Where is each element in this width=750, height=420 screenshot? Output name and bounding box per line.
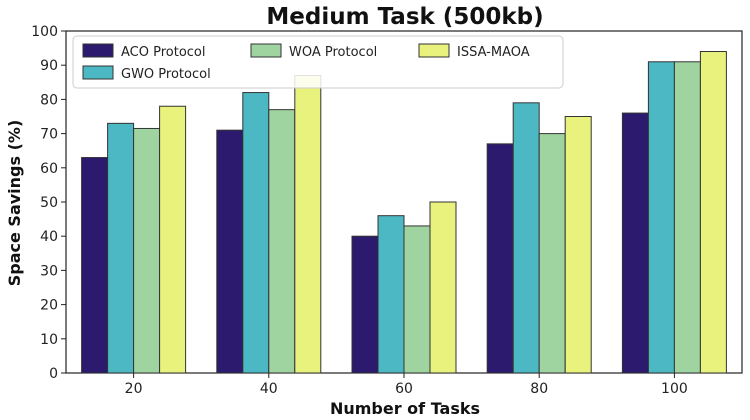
y-tick-label: 90 (40, 58, 58, 74)
x-tick-label: 100 (661, 381, 688, 397)
x-tick-label: 60 (395, 381, 413, 397)
legend-entry: GWO Protocol (121, 67, 211, 82)
x-axis-label: Number of Tasks (330, 399, 480, 418)
y-tick-label: 60 (40, 161, 58, 177)
y-tick-label: 30 (40, 263, 58, 279)
y-tick-label: 20 (40, 298, 58, 314)
bar (133, 127, 161, 374)
legend-entry: ACO Protocol (121, 45, 206, 60)
y-tick-label: 50 (40, 195, 58, 211)
bar (351, 235, 379, 374)
y-tick-label: 10 (40, 332, 58, 348)
bar (486, 143, 514, 374)
y-tick-label: 0 (49, 366, 58, 382)
bar (377, 215, 405, 374)
y-tick-label: 100 (31, 24, 58, 40)
bar (159, 105, 187, 374)
x-tick-label: 40 (260, 381, 278, 397)
bar (268, 109, 296, 374)
chart-title: Medium Task (500kb) (266, 4, 543, 30)
legend-entry: WOA Protocol (289, 45, 377, 60)
y-axis-label: Space Savings (%) (5, 120, 24, 287)
bar (538, 133, 566, 374)
plot-area: 0 10 20 30 40 50 60 70 80 90 100 20 40 60 80 100 (31, 24, 743, 397)
bar (107, 122, 135, 374)
bar (699, 51, 727, 374)
legend-swatch (250, 43, 282, 58)
bar (621, 112, 649, 374)
legend-swatch (82, 65, 114, 80)
bar (81, 157, 109, 374)
bar (429, 201, 457, 374)
legend-entry: ISSA-MAOA (457, 45, 530, 60)
legend: ACO Protocol GWO Protocol WOA Protocol ISSA… (72, 35, 564, 89)
x-tick-label: 20 (125, 381, 143, 397)
y-tick-label: 40 (40, 229, 58, 245)
bar (564, 116, 592, 374)
bar (294, 74, 322, 374)
bar (673, 61, 701, 374)
bar (512, 102, 540, 374)
y-tick-label: 80 (40, 92, 58, 108)
y-tick-label: 70 (40, 127, 58, 143)
bar (242, 92, 270, 374)
legend-swatch (82, 43, 114, 58)
bar (647, 61, 675, 374)
bar (403, 225, 431, 374)
x-tick-label: 80 (530, 381, 548, 397)
legend-swatch (418, 43, 450, 58)
bar (216, 129, 244, 374)
